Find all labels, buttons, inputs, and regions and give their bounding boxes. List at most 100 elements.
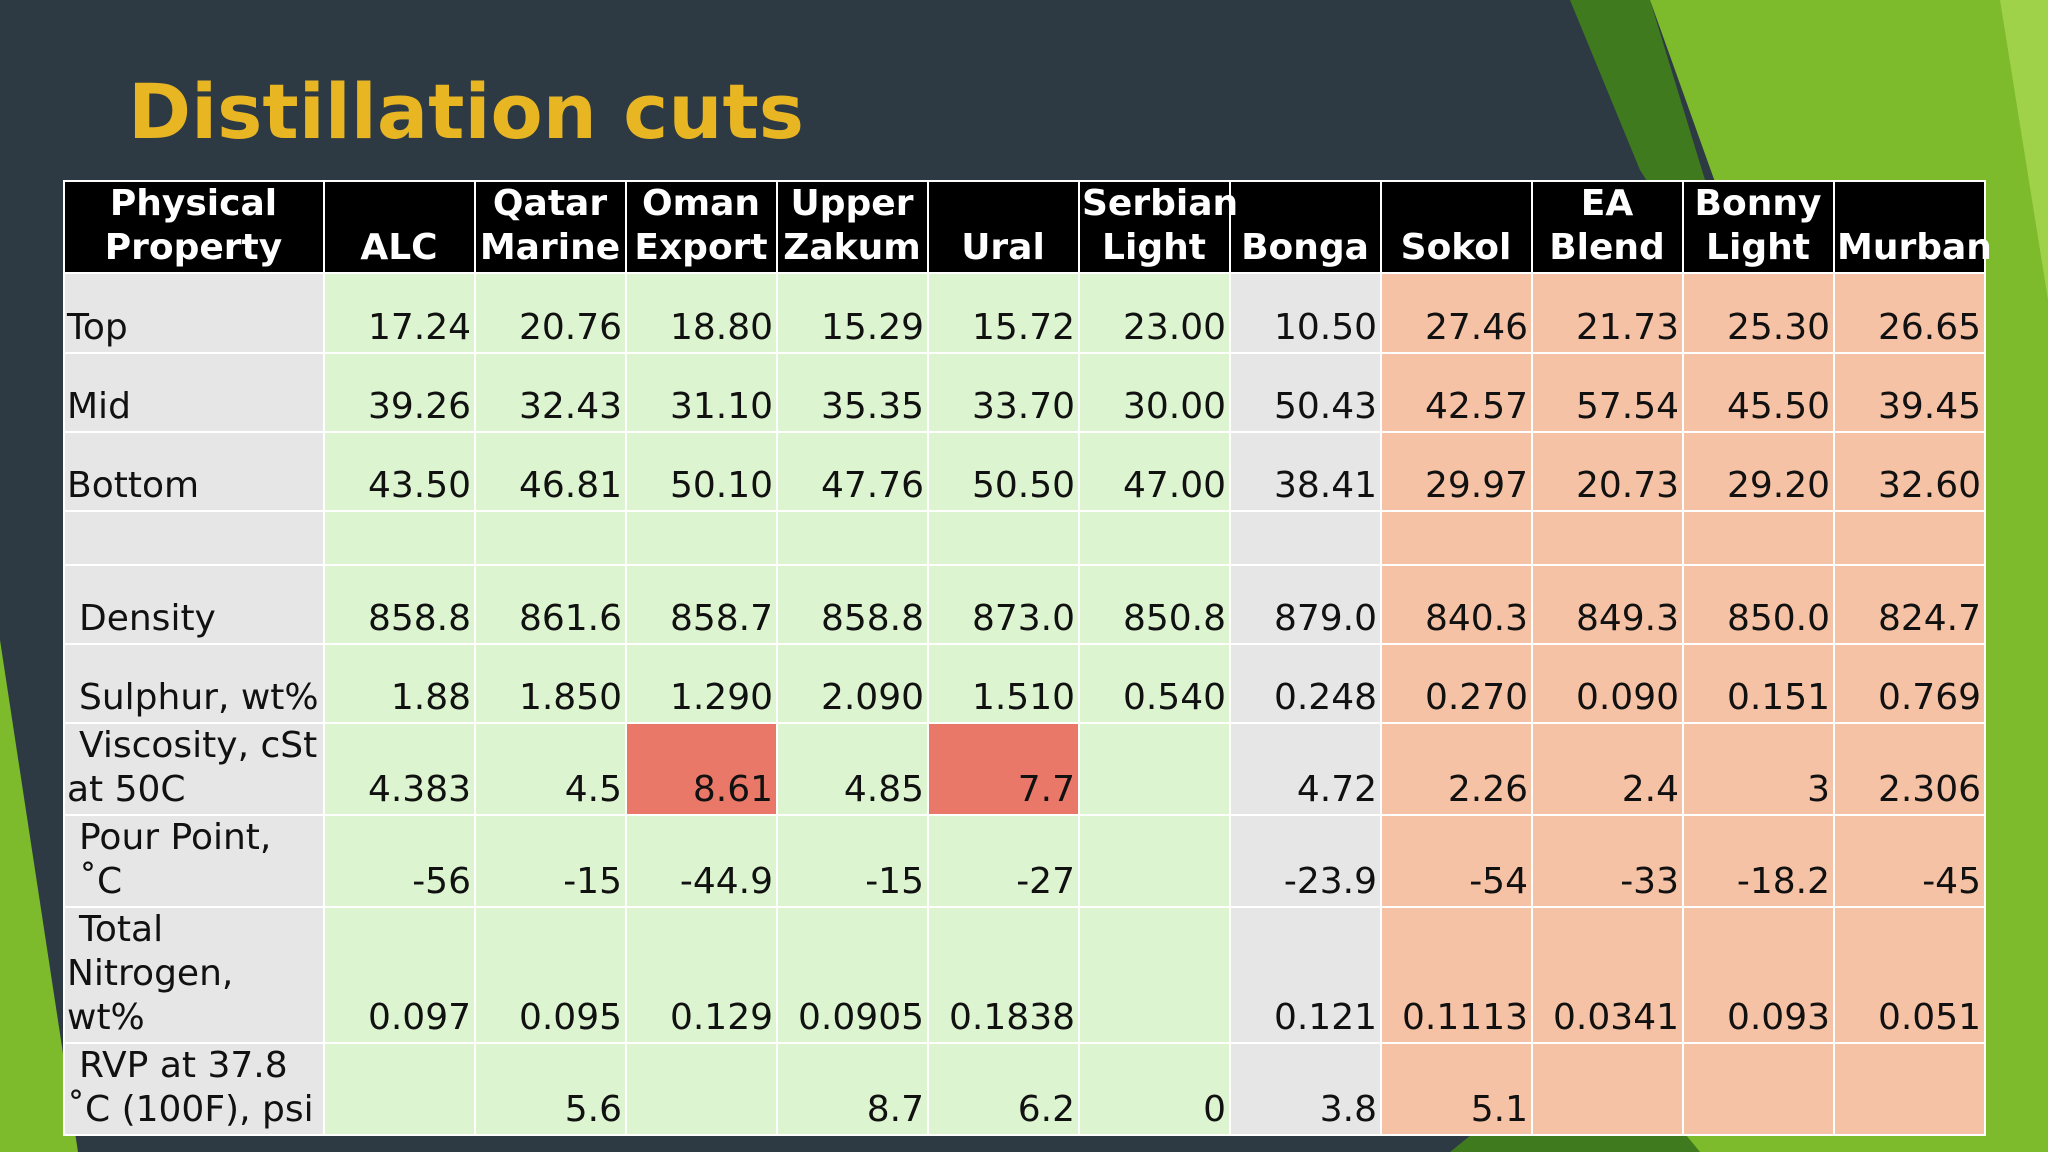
header-ea-blend: EA Blend: [1531, 180, 1684, 274]
cell-bonny-light: [1682, 510, 1835, 566]
cell-upper-zakum: 4.85: [776, 722, 929, 816]
row-label: Viscosity, cSt at 50C: [63, 722, 325, 816]
cell-ea-blend: 0.0341: [1531, 906, 1684, 1044]
cell-ural: [927, 510, 1080, 566]
cell-sokol: 5.1: [1380, 1042, 1533, 1136]
cell-ea-blend: 849.3: [1531, 564, 1684, 645]
distillation-table: Physical Property ALC Qatar Marine Oman Exp…: [63, 180, 1992, 1136]
row-viscosity: Viscosity, cSt at 50C 4.383 4.5 8.61 4.85…: [63, 722, 1986, 816]
cell-upper-zakum: 0.0905: [776, 906, 929, 1044]
cell-sokol: 0.1113: [1380, 906, 1533, 1044]
cell-ea-blend: [1531, 510, 1684, 566]
cell-ea-blend: 2.4: [1531, 722, 1684, 816]
cell-murban: 824.7: [1833, 564, 1986, 645]
header-row: Physical Property ALC Qatar Marine Oman Exp…: [63, 180, 1992, 274]
cell-ural: 0.1838: [927, 906, 1080, 1044]
cell-murban: 0.769: [1833, 643, 1986, 724]
cell-murban: 26.65: [1833, 272, 1986, 354]
header-property: Physical Property: [63, 180, 325, 274]
cell-sokol: 840.3: [1380, 564, 1533, 645]
cell-alc: 0.097: [323, 906, 476, 1044]
cell-sokol: [1380, 510, 1533, 566]
cell-ea-blend: [1531, 1042, 1684, 1136]
row-label: Density: [63, 564, 325, 645]
cell-murban: 0.051: [1833, 906, 1986, 1044]
cell-oman-export: 1.290: [625, 643, 778, 724]
cell-alc: -56: [323, 814, 476, 908]
cell-serbian-light: 0: [1078, 1042, 1231, 1136]
cell-oman-export: [625, 510, 778, 566]
row-density: Density 858.8 861.6 858.7 858.8 873.0 85…: [63, 564, 1986, 645]
cell-bonny-light: -18.2: [1682, 814, 1835, 908]
header-bonga: Bonga: [1229, 180, 1382, 274]
cell-murban: 2.306: [1833, 722, 1986, 816]
row-label: Top: [63, 272, 325, 354]
left-green-triangle: [0, 640, 78, 1152]
cell-upper-zakum: 2.090: [776, 643, 929, 724]
cell-alc: [323, 510, 476, 566]
row-label: Mid: [63, 352, 325, 433]
cell-murban: 39.45: [1833, 352, 1986, 433]
cell-bonny-light: 850.0: [1682, 564, 1835, 645]
cell-serbian-light: [1078, 510, 1231, 566]
cell-serbian-light: 23.00: [1078, 272, 1231, 354]
cell-ea-blend: -33: [1531, 814, 1684, 908]
cell-ea-blend: 21.73: [1531, 272, 1684, 354]
cell-sokol: 0.270: [1380, 643, 1533, 724]
cell-upper-zakum: 8.7: [776, 1042, 929, 1136]
header-alc: ALC: [323, 180, 476, 274]
row-label: Pour Point, ˚C: [63, 814, 325, 908]
cell-ea-blend: 57.54: [1531, 352, 1684, 433]
cell-oman-export: [625, 1042, 778, 1136]
row-rvp: RVP at 37.8 ˚C (100F), psi 5.6 8.7 6.2 0 …: [63, 1042, 1986, 1136]
cell-bonga: 10.50: [1229, 272, 1382, 354]
cell-serbian-light: 47.00: [1078, 431, 1231, 512]
cell-alc: 17.24: [323, 272, 476, 354]
cell-alc: 43.50: [323, 431, 476, 512]
cell-ural: 1.510: [927, 643, 1080, 724]
cell-qatar-marine: -15: [474, 814, 627, 908]
header-upper-zakum: Upper Zakum: [776, 180, 929, 274]
cell-oman-export: 50.10: [625, 431, 778, 512]
cell-oman-export: 0.129: [625, 906, 778, 1044]
cell-bonga: 0.248: [1229, 643, 1382, 724]
row-label: Total Nitrogen, wt%: [63, 906, 325, 1044]
cell-murban: [1833, 510, 1986, 566]
cell-qatar-marine: 1.850: [474, 643, 627, 724]
cell-oman-export: 31.10: [625, 352, 778, 433]
cell-ural: 33.70: [927, 352, 1080, 433]
cell-bonga: 50.43: [1229, 352, 1382, 433]
header-sokol: Sokol: [1380, 180, 1533, 274]
cell-ural: 15.72: [927, 272, 1080, 354]
cell-bonny-light: 3: [1682, 722, 1835, 816]
cell-ural: 873.0: [927, 564, 1080, 645]
cell-sokol: 42.57: [1380, 352, 1533, 433]
cell-oman-export: 858.7: [625, 564, 778, 645]
cell-ea-blend: 0.090: [1531, 643, 1684, 724]
cell-ural: 50.50: [927, 431, 1080, 512]
cell-alc: 39.26: [323, 352, 476, 433]
cell-upper-zakum: [776, 510, 929, 566]
cell-upper-zakum: 35.35: [776, 352, 929, 433]
header-bonny-light: Bonny Light: [1682, 180, 1835, 274]
cell-bonga: -23.9: [1229, 814, 1382, 908]
cell-serbian-light: [1078, 906, 1231, 1044]
cell-ural: 7.7: [927, 722, 1080, 816]
row-sulphur: Sulphur, wt% 1.88 1.850 1.290 2.090 1.51…: [63, 643, 1986, 724]
cell-murban: [1833, 1042, 1986, 1136]
cell-upper-zakum: 15.29: [776, 272, 929, 354]
cell-qatar-marine: 46.81: [474, 431, 627, 512]
cell-bonga: [1229, 510, 1382, 566]
cell-bonga: 4.72: [1229, 722, 1382, 816]
cell-oman-export: 8.61: [625, 722, 778, 816]
row-bottom: Bottom 43.50 46.81 50.10 47.76 50.50 47.…: [63, 431, 1986, 512]
cell-serbian-light: [1078, 814, 1231, 908]
cell-qatar-marine: 32.43: [474, 352, 627, 433]
header-murban: Murban: [1833, 180, 1992, 274]
row-label: Bottom: [63, 431, 325, 512]
cell-sokol: 27.46: [1380, 272, 1533, 354]
cell-qatar-marine: 0.095: [474, 906, 627, 1044]
cell-bonny-light: 0.151: [1682, 643, 1835, 724]
row-mid: Mid 39.26 32.43 31.10 35.35 33.70 30.00 …: [63, 352, 1986, 433]
cell-serbian-light: 850.8: [1078, 564, 1231, 645]
